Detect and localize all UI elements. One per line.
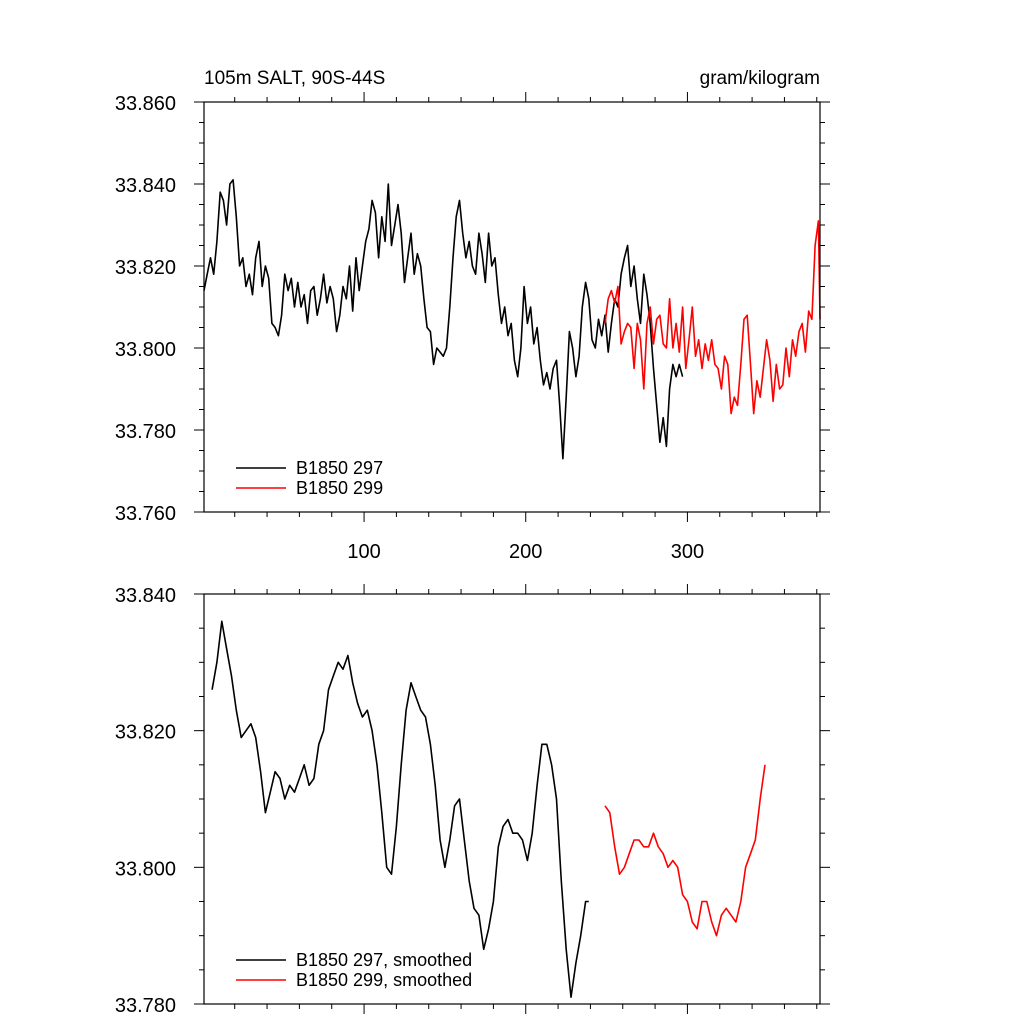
- top-panel-title: 105m SALT, 90S-44S: [204, 68, 385, 89]
- x-tick-label: 200: [509, 541, 542, 563]
- top-panel-units: gram/kilogram: [700, 68, 820, 89]
- legend-label-2: B1850 299: [296, 478, 383, 498]
- y-tick-label: 33.760: [115, 503, 176, 525]
- y-tick-label: 33.820: [115, 257, 176, 279]
- top-panel: 105m SALT, 90S-44S gram/kilogram 33.760 3…: [115, 68, 830, 563]
- y-tick-label: 33.800: [115, 339, 176, 361]
- series-line-1: [211, 620, 589, 998]
- x-tick-label: 300: [671, 541, 704, 563]
- y-tick-label: 33.800: [115, 858, 176, 880]
- plot-frame: [203, 101, 821, 513]
- x-tick-label: 100: [347, 541, 380, 563]
- series-line-2: [604, 220, 821, 415]
- y-tick-label: 33.780: [115, 421, 176, 443]
- y-tick-label: 33.820: [115, 722, 176, 744]
- y-tick-label: 33.840: [115, 175, 176, 197]
- legend-label-1: B1850 297: [296, 458, 383, 478]
- bottom-panel: 33.780 33.800 33.820 33.840 B1850 297, smoo…: [115, 584, 830, 1017]
- series-line-1: [203, 179, 684, 460]
- series-line-2: [604, 764, 766, 937]
- plot-frame: [203, 593, 821, 1005]
- y-tick-label: 33.840: [115, 585, 176, 607]
- legend-label-1: B1850 297, smoothed: [296, 950, 472, 970]
- y-tick-label: 33.780: [115, 995, 176, 1017]
- legend-label-2: B1850 299, smoothed: [296, 970, 472, 990]
- y-tick-label: 33.860: [115, 93, 176, 115]
